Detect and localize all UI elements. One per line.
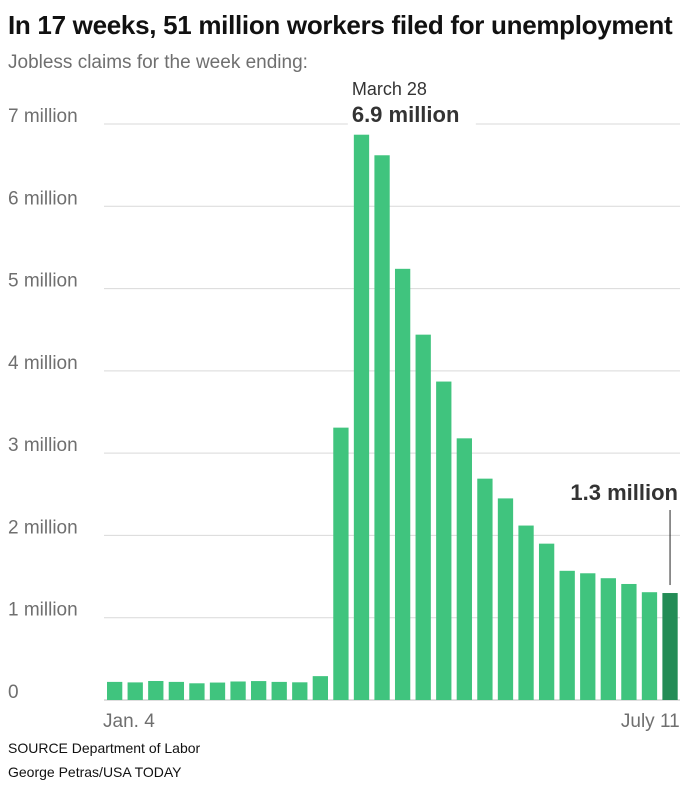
y-tick-label: 4 million <box>8 353 78 374</box>
bar <box>292 682 308 700</box>
bar <box>127 682 143 700</box>
y-tick-label: 0 <box>8 682 19 703</box>
bar <box>230 681 246 700</box>
bar <box>415 334 431 700</box>
bar <box>394 268 411 700</box>
y-tick-label: 3 million <box>8 435 78 456</box>
y-tick-label: 1 million <box>8 600 78 621</box>
y-axis-tick-labels: 0 1 million 2 million 3 million 4 million 5 m… <box>8 106 78 703</box>
bar <box>518 525 534 700</box>
bar <box>353 134 370 700</box>
bar <box>641 592 658 700</box>
bar <box>559 570 575 700</box>
bar <box>168 681 185 700</box>
y-tick-label: 2 million <box>8 517 78 538</box>
y-tick-label: 6 million <box>8 188 78 209</box>
bar <box>621 583 637 700</box>
bar <box>333 427 349 700</box>
chart-subtitle: Jobless claims for the week ending: <box>8 52 308 73</box>
bar <box>189 683 205 700</box>
bar <box>148 680 164 700</box>
source-note: SOURCE Department of Labor <box>8 740 201 756</box>
bar <box>600 578 616 700</box>
y-tick-label: 5 million <box>8 271 78 292</box>
bar <box>271 681 287 700</box>
bar <box>209 682 226 700</box>
x-tick-label: Jan. 4 <box>103 711 155 732</box>
y-tick-label: 7 million <box>8 106 78 127</box>
bar <box>456 438 472 700</box>
bar <box>436 381 452 700</box>
bar <box>374 155 390 701</box>
x-tick-label: July 11 <box>621 711 680 732</box>
bar <box>580 573 596 700</box>
bar <box>538 543 555 700</box>
annotation-date: March 28 <box>352 79 427 99</box>
bar <box>477 478 493 700</box>
bar <box>107 681 123 700</box>
bar <box>250 681 267 700</box>
bar <box>312 676 328 700</box>
annotations: March 28 6.9 million 1.3 million <box>347 79 678 586</box>
bar <box>497 498 514 700</box>
annotation-latest-value: 1.3 million <box>570 480 678 505</box>
bar-highlighted <box>662 593 678 700</box>
chart-title: In 17 weeks, 51 million workers filed fo… <box>8 10 673 40</box>
annotation-peak-value: 6.9 million <box>352 102 460 127</box>
credit-note: George Petras/USA TODAY <box>8 764 182 780</box>
annotation-halo <box>347 100 476 126</box>
bars <box>107 134 678 701</box>
x-axis-tick-labels: Jan. 4 July 11 <box>103 711 680 732</box>
